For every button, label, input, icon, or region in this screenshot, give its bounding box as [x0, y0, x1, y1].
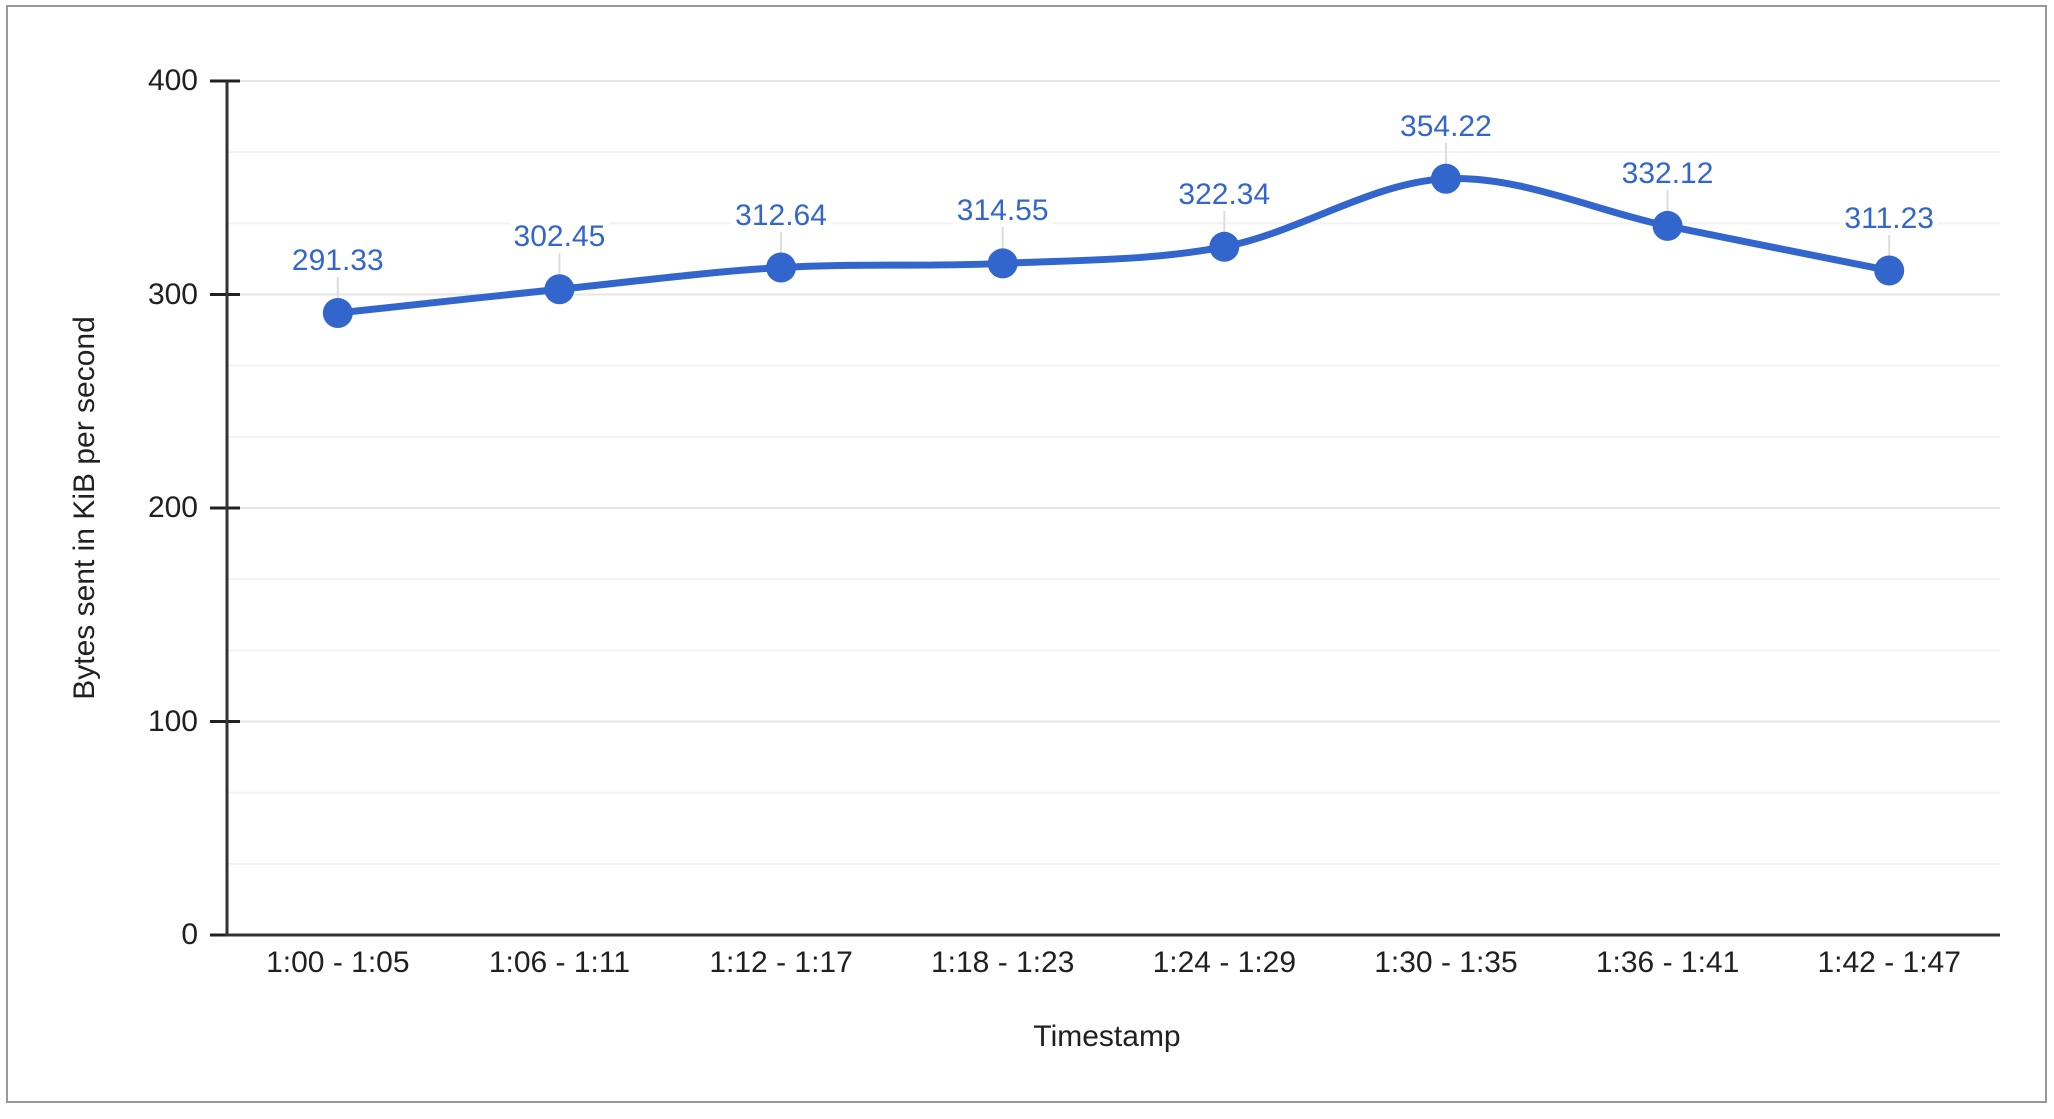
data-label: 354.22: [1336, 109, 1556, 144]
data-label-text: 332.12: [1617, 156, 1718, 190]
x-axis-title: Timestamp: [1033, 1020, 1181, 1053]
x-tick-label: 1:12 - 1:17: [709, 946, 853, 979]
y-tick-label: 400: [147, 64, 198, 97]
data-label: 302.45: [449, 220, 669, 254]
y-axis-title: Bytes sent in KiB per second: [68, 316, 101, 700]
data-point[interactable]: [1209, 231, 1240, 262]
data-label-text: 312.64: [731, 198, 831, 232]
data-point[interactable]: [322, 298, 353, 329]
data-label: 322.34: [1114, 177, 1334, 212]
x-tick-label: 1:18 - 1:23: [930, 946, 1075, 979]
chart-frame: 0 100 200 300 400 291.33 302.45 312.64 314.55 322…: [6, 5, 2047, 1103]
y-tick-label: 0: [181, 918, 198, 951]
data-label: 332.12: [1558, 156, 1778, 191]
data-label: 291.33: [228, 244, 448, 278]
data-label-text: 322.34: [1174, 177, 1275, 211]
y-tick-label: 100: [147, 704, 198, 738]
data-point[interactable]: [1874, 255, 1905, 286]
x-tick-label: 1:00 - 1:05: [266, 946, 410, 979]
x-tick-label: 1:36 - 1:41: [1595, 946, 1740, 979]
y-tick-label: 200: [147, 491, 198, 524]
x-tick-label: 1:24 - 1:29: [1152, 946, 1297, 979]
data-label-text: 314.55: [952, 194, 1053, 228]
series-line: [337, 175, 1890, 317]
data-label-text: 311.23: [1840, 201, 1938, 235]
x-tick-label: 1:42 - 1:47: [1817, 946, 1961, 979]
y-tick-label: 300: [147, 277, 198, 311]
data-point[interactable]: [987, 248, 1018, 279]
data-label: 312.64: [671, 198, 891, 233]
data-label: 314.55: [893, 194, 1113, 228]
plot-area: [210, 79, 2000, 937]
data-point[interactable]: [1652, 210, 1683, 241]
data-label: 311.23: [1779, 201, 1999, 236]
x-tick-label: 1:06 - 1:11: [488, 946, 631, 979]
data-label-text: 291.33: [287, 244, 388, 277]
data-label-text: 302.45: [509, 220, 610, 254]
data-label-text: 354.22: [1396, 109, 1496, 143]
data-point[interactable]: [544, 274, 575, 305]
data-point[interactable]: [766, 252, 797, 283]
x-tick-label: 1:30 - 1:35: [1374, 946, 1518, 979]
line-chart: 0 100 200 300 400 291.33 302.45 312.64 314.55 322…: [8, 7, 2045, 1101]
data-point[interactable]: [1430, 163, 1461, 194]
